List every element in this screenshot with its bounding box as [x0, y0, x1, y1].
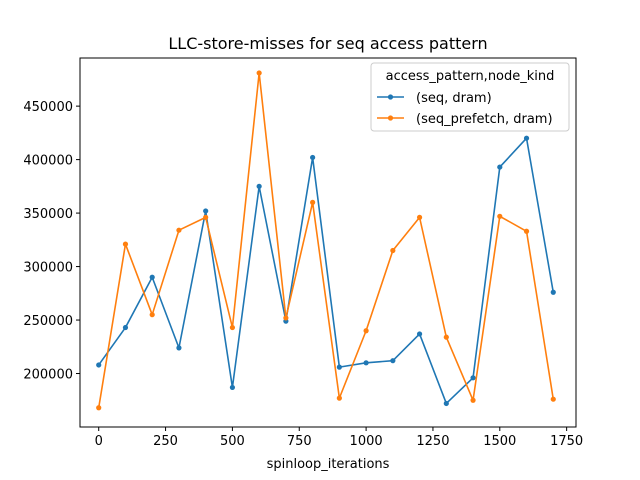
- data-point: [229, 324, 236, 331]
- x-tick-label: 250: [153, 434, 178, 449]
- x-tick-label: 500: [220, 434, 245, 449]
- legend-title: access_pattern,node_kind: [386, 69, 555, 84]
- data-point: [310, 199, 316, 205]
- data-point: [390, 358, 396, 364]
- x-axis-label: spinloop_iterations: [267, 457, 390, 472]
- y-tick-label: 250000: [23, 314, 73, 329]
- data-point: [523, 135, 530, 141]
- data-point: [363, 360, 369, 366]
- data-point: [523, 228, 530, 234]
- data-point: [256, 183, 262, 189]
- x-tick-label: 1250: [416, 434, 449, 449]
- x-tick-label: 1500: [483, 434, 516, 449]
- data-point: [550, 289, 556, 295]
- data-point: [336, 395, 342, 401]
- y-tick-label: 200000: [23, 368, 73, 383]
- legend-frame: [370, 62, 570, 132]
- legend-label: (seq, dram): [416, 91, 492, 106]
- data-point: [416, 331, 423, 337]
- data-point: [497, 213, 503, 219]
- data-point: [443, 334, 449, 340]
- x-tick-label: 1000: [350, 434, 383, 449]
- data-point: [122, 324, 129, 331]
- data-point: [149, 274, 155, 280]
- data-point: [310, 154, 316, 161]
- data-point: [96, 362, 102, 368]
- axes-layer: 0 250 500 750 1000 1250 1500 1750 200000 250000 30…: [23, 57, 583, 449]
- x-tick-label: 750: [287, 434, 312, 449]
- data-point: [363, 328, 369, 334]
- series-line: [97, 72, 555, 408]
- chart-title: LLC-store-misses for seq access pattern: [168, 34, 487, 53]
- data-point: [470, 375, 476, 381]
- legend: access_pattern,node_kind (seq, dram) (seq…: [370, 62, 570, 132]
- data-point: [176, 345, 182, 351]
- series-1: [96, 135, 556, 407]
- plot-frame: [79, 57, 577, 428]
- data-point: [229, 384, 236, 391]
- y-tick-label: 400000: [23, 154, 73, 169]
- data-point: [122, 241, 129, 247]
- data-point: [336, 364, 342, 370]
- data-point: [256, 70, 262, 76]
- legend-swatch-marker: [387, 115, 394, 121]
- data-point: [203, 214, 209, 220]
- series-line: [98, 137, 555, 405]
- data-point: [470, 397, 476, 403]
- legend-label: (seq_prefetch, dram): [416, 112, 553, 127]
- y-tick-label: 300000: [23, 261, 73, 276]
- legend-swatch-marker: [387, 94, 394, 100]
- data-point: [550, 396, 556, 402]
- data-point: [497, 164, 503, 170]
- data-point: [203, 208, 209, 214]
- data-point: [283, 315, 289, 321]
- series-layer: [96, 70, 556, 411]
- data-point: [416, 214, 423, 220]
- data-point: [96, 405, 102, 411]
- data-point: [443, 400, 449, 407]
- y-tick-label: 350000: [23, 207, 73, 222]
- data-point: [390, 247, 396, 254]
- x-tick-label: 0: [95, 434, 103, 449]
- x-tick-label: 1750: [550, 434, 583, 449]
- y-tick-label: 450000: [23, 100, 73, 115]
- series-2: [96, 70, 556, 411]
- data-point: [149, 312, 155, 318]
- data-point: [176, 227, 182, 233]
